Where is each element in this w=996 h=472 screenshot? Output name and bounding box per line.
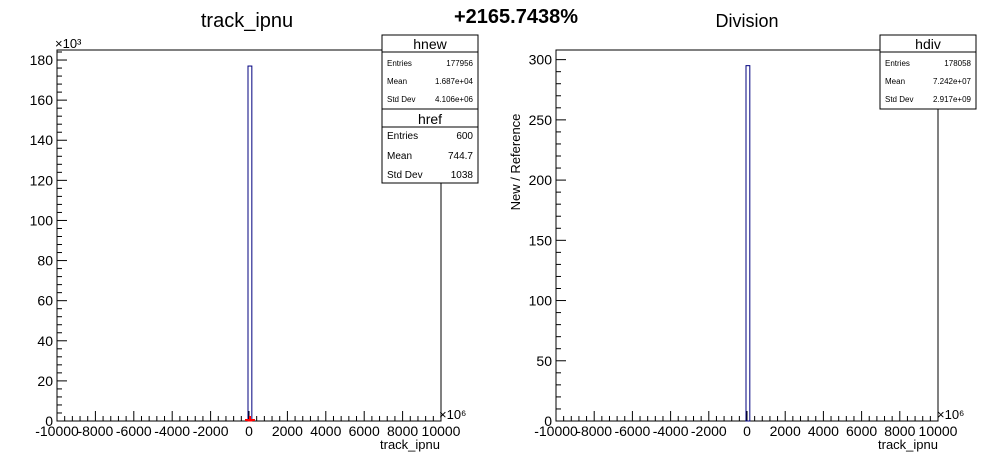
- x-tick-label: -4000: [653, 423, 689, 439]
- stats-box-hnew: hnew Entries 177956 Mean 1.687e+04 Std D…: [381, 34, 479, 110]
- x-tick-label: -6000: [614, 423, 650, 439]
- right-bars: [745, 65, 751, 422]
- left-y-multiplier: ×10³: [55, 36, 82, 51]
- left-bars: [245, 65, 255, 422]
- x-tick-label: 10000: [919, 423, 958, 439]
- left-axes: -10000-8000 -6000 -4000 -2000 0 2000 4000 6000 8…: [30, 51, 461, 439]
- y-tick-label: 100: [529, 293, 553, 309]
- y-tick-label: 60: [37, 293, 53, 309]
- stats-value-entries: 177956: [446, 59, 473, 68]
- left-title: track_ipnu: [201, 10, 293, 32]
- histogram-bar-hdiv: [745, 65, 751, 422]
- y-tick-label: 20: [37, 373, 53, 389]
- stats-label-mean: Mean: [387, 77, 407, 86]
- stats-value-mean: 7.242e+07: [933, 77, 972, 86]
- y-tick-label: 200: [529, 172, 553, 188]
- x-tick-label: -10000: [534, 423, 578, 439]
- right-title: Division: [715, 11, 778, 31]
- y-tick-label: 160: [30, 92, 54, 108]
- stats-label-entries: Entries: [387, 59, 412, 68]
- stats-value-stddev: 2.917e+09: [933, 95, 972, 104]
- x-tick-label: -6000: [116, 423, 152, 439]
- right-axes: -10000-8000 -6000 -4000 -2000 0 2000 4000 6000 8…: [529, 52, 958, 439]
- x-tick-label: -2000: [193, 423, 229, 439]
- y-tick-label: 250: [529, 112, 553, 128]
- stats-label-entries: Entries: [885, 59, 910, 68]
- x-tick-label: 0: [743, 423, 751, 439]
- stats-label-stddev: Std Dev: [387, 170, 423, 181]
- x-tick-label: 4000: [808, 423, 839, 439]
- stats-label-stddev: Std Dev: [885, 95, 913, 104]
- stats-title-hnew: hnew: [413, 36, 447, 52]
- y-tick-label: 80: [37, 253, 53, 269]
- stats-value-entries: 178058: [944, 59, 971, 68]
- y-tick-label: 0: [45, 413, 53, 429]
- stats-value-mean: 1.687e+04: [435, 77, 474, 86]
- y-tick-label: 50: [536, 353, 552, 369]
- stats-title-href: href: [418, 111, 442, 127]
- right-panel: Division -10000-8000 -6000 -4000 -2000 0 2000…: [508, 11, 977, 452]
- x-tick-label: 6000: [349, 423, 380, 439]
- x-tick-label: 8000: [884, 423, 915, 439]
- x-tick-label: -8000: [77, 423, 113, 439]
- stats-label-mean: Mean: [885, 77, 905, 86]
- x-tick-label: -10000: [35, 423, 79, 439]
- x-tick-label: -4000: [154, 423, 190, 439]
- stats-label-mean: Mean: [387, 151, 412, 162]
- y-tick-label: 40: [37, 333, 53, 349]
- left-x-axis-title: track_ipnu: [380, 437, 440, 452]
- histogram-bar-hnew: [247, 65, 253, 422]
- x-tick-label: 8000: [387, 423, 418, 439]
- stats-box-hdiv: hdiv Entries 178058 Mean 7.242e+07 Std D…: [879, 34, 977, 110]
- x-tick-label: -8000: [576, 423, 612, 439]
- x-tick-label: 4000: [310, 423, 341, 439]
- stats-label-stddev: Std Dev: [387, 95, 415, 104]
- y-tick-label: 140: [30, 132, 54, 148]
- x-tick-label: 2000: [272, 423, 303, 439]
- y-tick-label: 180: [30, 52, 54, 68]
- x-tick-label: 2000: [770, 423, 801, 439]
- left-panel: track_ipnu -10000-8000 -6000 -4000 -2000 0 20…: [30, 10, 479, 452]
- right-x-axis-title: track_ipnu: [878, 437, 938, 452]
- x-tick-label: 0: [245, 423, 253, 439]
- x-tick-label: 10000: [422, 423, 461, 439]
- stats-box-href: href Entries 600 Mean 744.7 Std Dev 1038: [381, 108, 479, 184]
- stats-label-entries: Entries: [387, 131, 418, 142]
- stats-title-hdiv: hdiv: [915, 36, 941, 52]
- x-tick-label: 6000: [846, 423, 877, 439]
- y-tick-label: 0: [544, 413, 552, 429]
- y-tick-label: 100: [30, 212, 54, 228]
- y-tick-label: 120: [30, 172, 54, 188]
- headline: +2165.7438%: [454, 6, 578, 28]
- y-tick-label: 300: [529, 52, 553, 68]
- x-tick-label: -2000: [691, 423, 727, 439]
- right-x-multiplier: ×10⁶: [937, 407, 964, 422]
- stats-value-stddev: 1038: [451, 170, 474, 181]
- right-y-axis-title: New / Reference: [508, 114, 523, 211]
- stats-value-mean: 744.7: [448, 151, 473, 162]
- y-tick-label: 150: [529, 232, 553, 248]
- stats-value-entries: 600: [456, 131, 473, 142]
- left-x-multiplier: ×10⁶: [439, 407, 466, 422]
- stats-value-stddev: 4.106e+06: [435, 95, 474, 104]
